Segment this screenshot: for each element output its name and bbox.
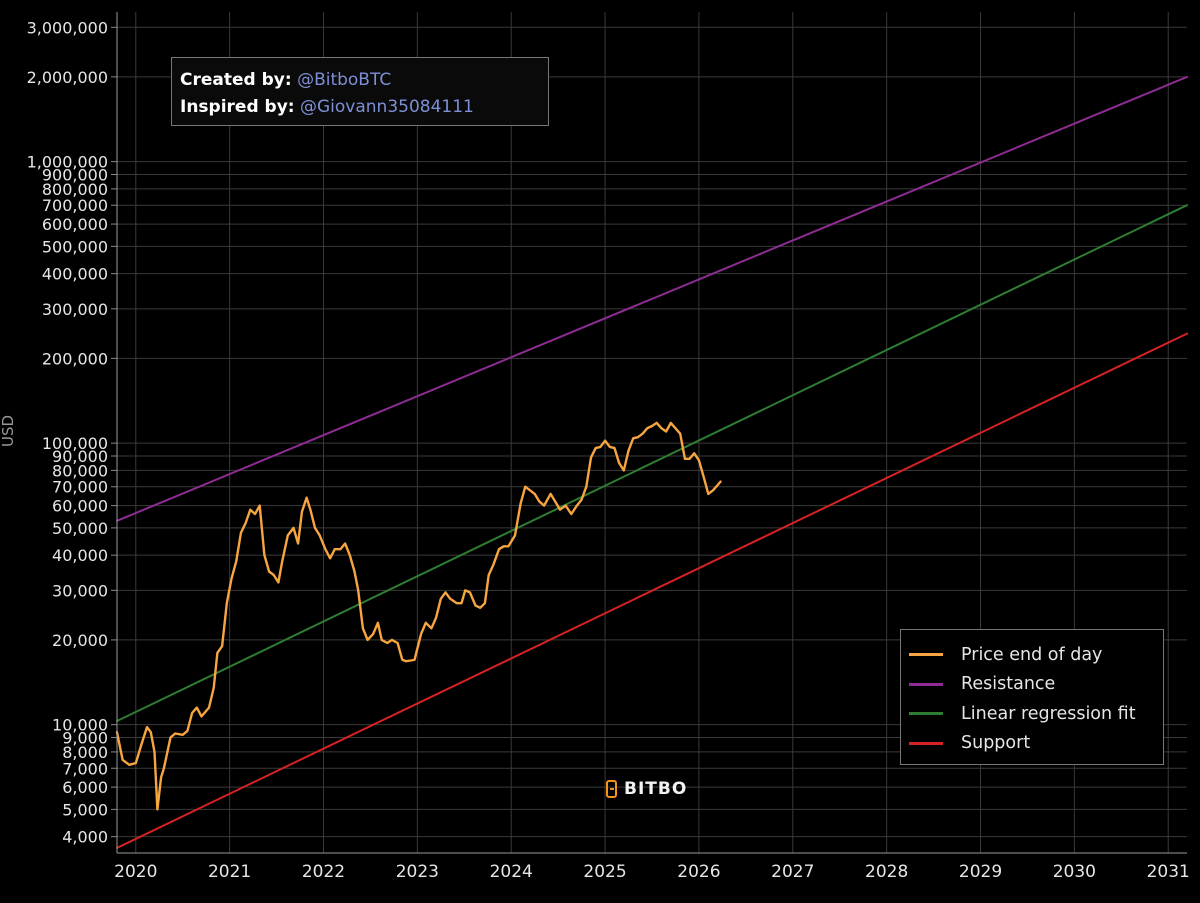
bitbo-watermark: BITBO xyxy=(606,779,687,799)
legend-item-price[interactable]: Price end of day xyxy=(909,640,1163,670)
series-line-linear-regression-fit xyxy=(116,204,1188,722)
y-tick-label: 400,000 xyxy=(42,265,108,284)
inspired-by-label: Inspired by: xyxy=(180,97,295,117)
legend-item-resistance[interactable]: Resistance xyxy=(909,670,1163,700)
legend-label-support: Support xyxy=(961,733,1031,754)
y-tick-label: 4,000 xyxy=(62,828,108,847)
y-tick-label: 60,000 xyxy=(52,497,108,516)
y-axis-label: USD xyxy=(0,414,18,448)
y-tick-label: 6,000 xyxy=(62,778,108,797)
y-tick-label: 90,000 xyxy=(52,447,108,466)
y-tick-label: 30,000 xyxy=(52,581,108,600)
y-tick-label: 500,000 xyxy=(42,237,108,256)
credits-box: Created by: @BitboBTC Inspired by: @Giov… xyxy=(171,57,549,126)
y-tick-label: 600,000 xyxy=(42,215,108,234)
watermark-text: BITBO xyxy=(624,779,688,799)
created-by-line: Created by: @BitboBTC xyxy=(180,67,548,94)
x-tick-label: 2030 xyxy=(1053,862,1096,882)
chart-legend: Price end of day Resistance Linear regre… xyxy=(900,629,1164,765)
y-tick-label: 10,000 xyxy=(52,716,108,735)
y-tick-label: 80,000 xyxy=(52,461,108,480)
x-tick-label: 2026 xyxy=(677,862,720,882)
y-tick-label: 7,000 xyxy=(62,759,108,778)
legend-swatch-regression xyxy=(909,712,943,716)
y-tick-label: 100,000 xyxy=(42,434,108,453)
y-tick-label: 700,000 xyxy=(42,196,108,215)
axis-layer: 3,000,000 2,000,000 1,000,000900,000800,00… xyxy=(27,12,1190,882)
x-tick-label: 2020 xyxy=(114,862,157,882)
y-tick-label: 9,000 xyxy=(62,729,108,748)
series-line-support xyxy=(116,332,1188,849)
y-tick-label: 3,000,000 xyxy=(27,18,108,37)
legend-label-resistance: Resistance xyxy=(961,674,1056,695)
legend-swatch-resistance xyxy=(909,682,943,686)
x-tick-label: 2029 xyxy=(959,862,1002,882)
legend-item-regression[interactable]: Linear regression fit xyxy=(909,699,1163,729)
series-layer xyxy=(115,75,1188,849)
inspired-by-line: Inspired by: @Giovann35084111 xyxy=(180,94,548,121)
legend-swatch-price xyxy=(909,653,943,657)
inspired-by-handle[interactable]: @Giovann35084111 xyxy=(300,97,474,117)
x-tick-label: 2024 xyxy=(490,862,533,882)
bitbo-logo-icon xyxy=(606,780,617,798)
y-tick-label: 20,000 xyxy=(52,631,108,650)
y-tick-label: 1,000,000 xyxy=(27,153,108,172)
y-tick-label: 8,000 xyxy=(62,743,108,762)
y-tick-label: 50,000 xyxy=(52,519,108,538)
series-line-price-end-of-day xyxy=(115,421,722,811)
y-tick-label: 2,000,000 xyxy=(27,68,108,87)
y-tick-label: 300,000 xyxy=(42,300,108,319)
series-line-resistance xyxy=(116,75,1188,522)
y-tick-label: 200,000 xyxy=(42,349,108,368)
legend-item-support[interactable]: Support xyxy=(909,729,1163,759)
x-tick-label: 2028 xyxy=(865,862,908,882)
created-by-label: Created by: xyxy=(180,70,292,90)
y-tick-label: 40,000 xyxy=(52,546,108,565)
y-tick-label: 5,000 xyxy=(62,800,108,819)
created-by-handle[interactable]: @BitboBTC xyxy=(297,70,392,90)
y-tick-label: 70,000 xyxy=(52,478,108,497)
x-tick-label: 2023 xyxy=(396,862,439,882)
x-tick-label: 2025 xyxy=(583,862,626,882)
y-tick-label: 900,000 xyxy=(42,166,108,185)
x-tick-label: 2022 xyxy=(302,862,345,882)
y-tick-label: 800,000 xyxy=(42,180,108,199)
x-tick-label: 2021 xyxy=(208,862,251,882)
x-tick-label: 2031 xyxy=(1147,862,1190,882)
x-tick-label: 2027 xyxy=(771,862,814,882)
legend-label-regression: Linear regression fit xyxy=(961,703,1136,724)
legend-swatch-support xyxy=(909,741,943,745)
legend-label-price: Price end of day xyxy=(961,644,1103,665)
